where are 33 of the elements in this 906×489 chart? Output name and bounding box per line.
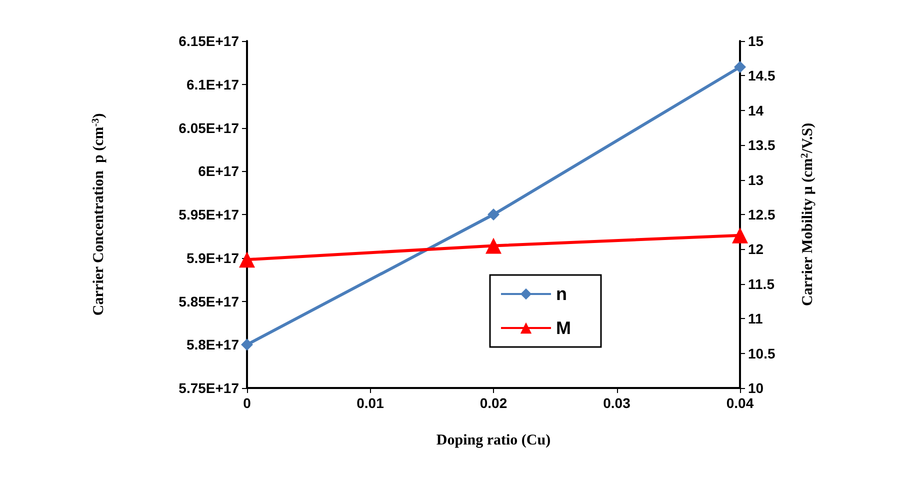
legend-label: M: [556, 318, 571, 338]
y-tick-label: 6.15E+17: [178, 33, 240, 49]
y2-tick-label: 10: [748, 380, 764, 396]
y-axis-title: Carrier Concentration p (cm-3): [90, 113, 107, 316]
y-tick-label: 5.9E+17: [186, 250, 240, 266]
x-axis-title: Doping ratio (Cu): [436, 432, 551, 448]
y2-tick-label: 10.5: [748, 345, 776, 362]
x-tick-label: 0: [243, 395, 252, 411]
y2-tick-label: 15: [748, 33, 764, 49]
legend-label: n: [556, 284, 567, 304]
y2-tick-label: 13: [748, 172, 764, 188]
y2-tick-label: 13.5: [748, 137, 776, 154]
point: [239, 252, 255, 268]
y2-tick-label: 11: [748, 310, 764, 327]
y2-tick-label: 14.5: [748, 68, 776, 84]
point: [486, 238, 502, 254]
y2-tick-label: 12.5: [748, 206, 776, 222]
y-tick-label: 5.8E+17: [186, 336, 240, 353]
x-tick-label: 0.01: [356, 395, 384, 411]
y2-tick-label: 14: [748, 102, 764, 118]
y2-tick-label: 12: [748, 241, 764, 258]
y-tick-label: 5.75E+17: [178, 380, 240, 396]
y-tick-label: 6.05E+17: [178, 120, 240, 136]
y-tick-label: 6E+17: [198, 163, 240, 180]
point: [732, 227, 748, 244]
y-tick-label: 5.85E+17: [178, 293, 240, 310]
y2-axis-title: Carrier Mobility μ (cm2/V.S): [800, 122, 816, 306]
y2-tick-label: 11.5: [748, 276, 775, 292]
y-tick-label: 6.1E+17: [186, 76, 240, 92]
y-tick-label: 5.95E+17: [178, 206, 240, 222]
x-tick-label: 0.02: [480, 395, 508, 411]
x-tick-label: 0.04: [726, 395, 754, 411]
x-tick-label: 0.03: [603, 395, 631, 411]
